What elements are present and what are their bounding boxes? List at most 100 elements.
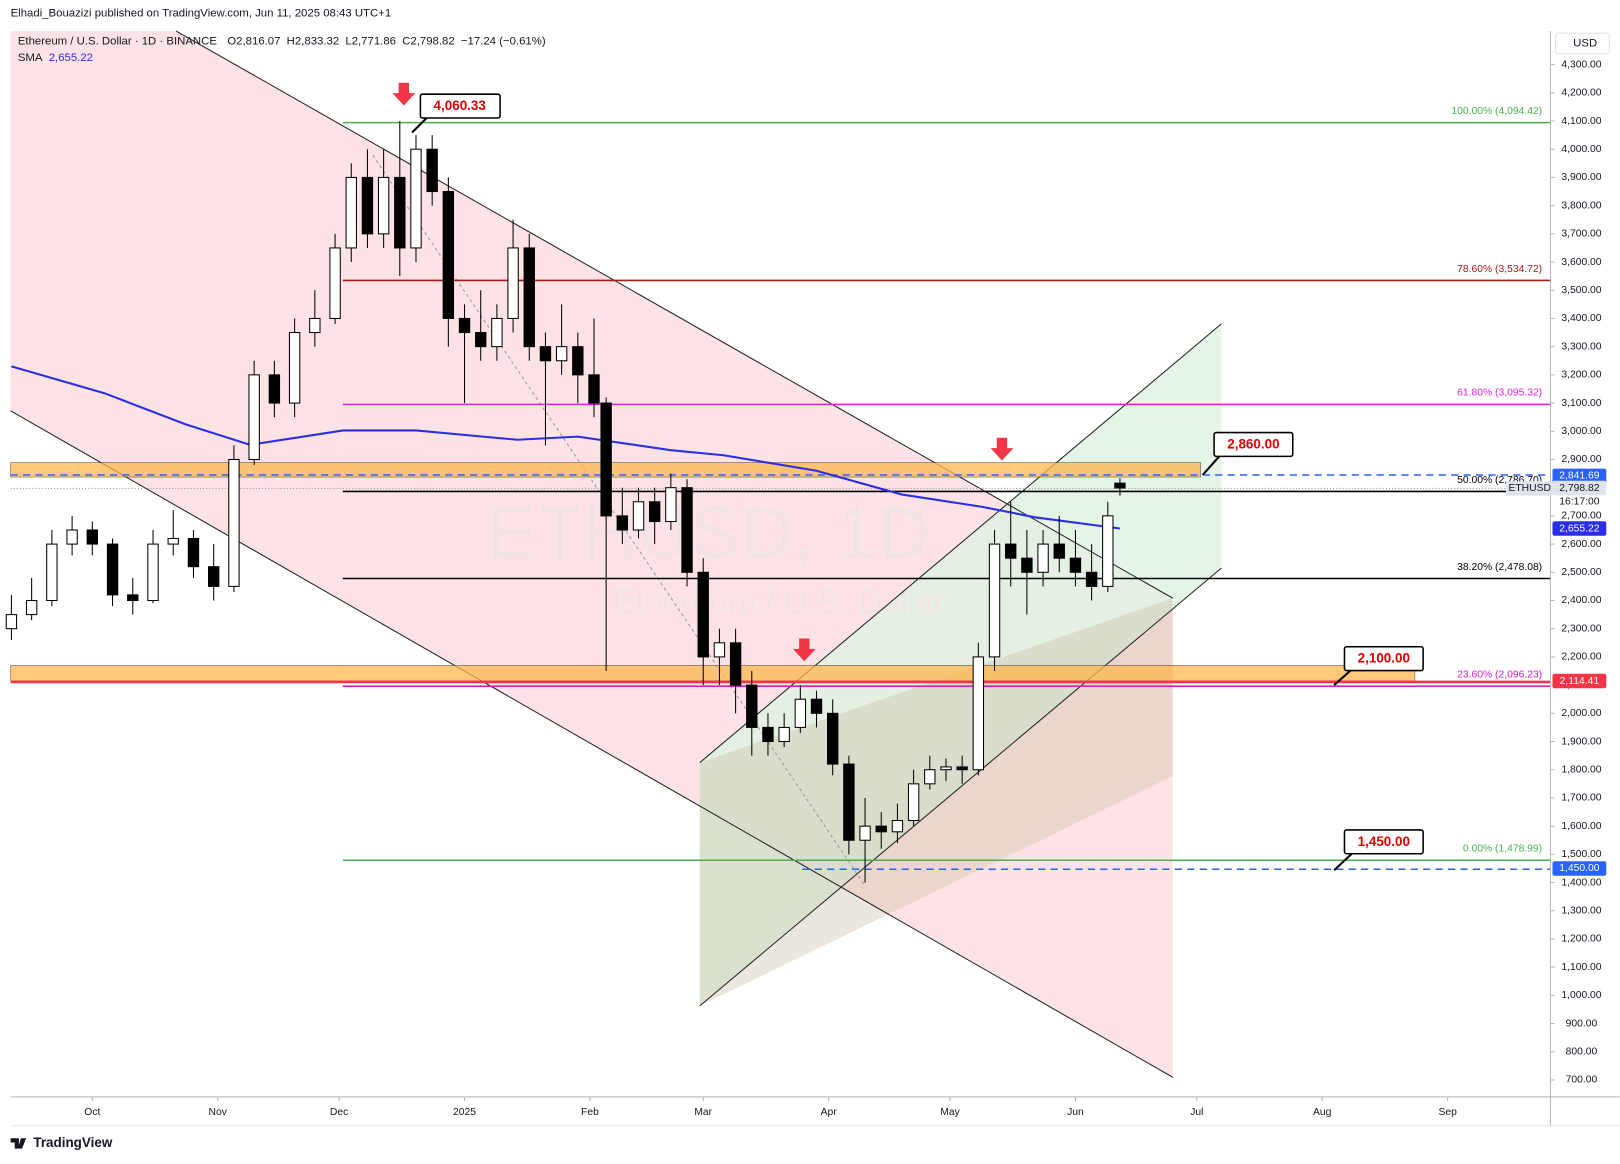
y-tick-label: 3,800.00 — [1561, 200, 1601, 211]
candle-body — [394, 176, 406, 249]
channel-line — [699, 567, 1222, 1007]
y-tick-label: 3,200.00 — [1561, 370, 1601, 381]
candle-body — [228, 458, 240, 587]
sma-name: SMA — [18, 52, 43, 64]
candle-body — [127, 594, 139, 602]
candle-body — [1005, 543, 1017, 559]
callout-label: 4,060.33 — [434, 98, 486, 113]
y-tick-label: 4,200.00 — [1561, 88, 1601, 99]
candle-body — [25, 599, 38, 616]
y-tick-label: 1,000.00 — [1561, 990, 1601, 1001]
candle-body — [268, 374, 281, 404]
y-tick-label: 3,700.00 — [1561, 229, 1601, 240]
price-badge-label: 2,798.82 — [1559, 483, 1599, 494]
candle-body — [539, 346, 552, 362]
ticker-tag: ETHUSD — [1508, 483, 1550, 494]
y-tick-label: 1,600.00 — [1561, 821, 1601, 832]
legend-change: −17.24 (−0.61%) — [461, 35, 546, 47]
candle-body — [426, 148, 438, 193]
candle-body — [208, 566, 220, 587]
callout-label: 1,450.00 — [1358, 834, 1410, 849]
candle-body — [187, 537, 200, 568]
price-badge-label: 2,841.69 — [1559, 471, 1599, 482]
fib-label: 50.00% (2,786.70) — [1457, 475, 1542, 486]
price-badge — [1552, 468, 1607, 484]
price-badge — [1552, 673, 1607, 689]
candle-body — [778, 726, 790, 743]
fib-label: 78.60% (3,534.72) — [1457, 264, 1542, 275]
candle-body — [1021, 557, 1033, 573]
price-badge — [1552, 861, 1607, 876]
y-tick-label: 1,800.00 — [1561, 764, 1601, 775]
candle-body — [907, 783, 920, 822]
sma-legend: SMA 2,655.22 — [18, 52, 93, 64]
price-badges: 2,841.692,798.82 2,655.22 2,114.41 1,450.00 — [1552, 468, 1607, 876]
x-tick-label: Dec — [330, 1107, 348, 1118]
y-tick-label: 2,700.00 — [1561, 511, 1601, 522]
candle-body — [345, 176, 357, 249]
drawings: ETHUSD, 1D Ethereum / U.S. Dollar — [10, 30, 1551, 1078]
y-tick-label: 900.00 — [1566, 1018, 1598, 1029]
symbol: Ethereum / U.S. Dollar · 1D · BINANCE — [18, 35, 218, 47]
channel-line — [175, 30, 1173, 599]
x-tick-label: Feb — [581, 1107, 599, 1118]
currency-button[interactable] — [1555, 32, 1610, 55]
y-tick-label: 1,200.00 — [1561, 934, 1601, 945]
callout-box — [1343, 829, 1424, 855]
y-tick-label: 2,500.00 — [1561, 567, 1601, 578]
candle-body — [794, 698, 807, 728]
x-tick-label: May — [940, 1107, 960, 1118]
candle-body — [588, 374, 600, 404]
y-tick-label: 800.00 — [1566, 1047, 1598, 1058]
support-zone — [10, 665, 1416, 682]
candle-body — [1114, 482, 1126, 489]
callout-box — [1213, 431, 1294, 458]
y-tick-label: 2,300.00 — [1561, 623, 1601, 634]
y-tick-label: 3,600.00 — [1561, 257, 1601, 268]
y-tick-label: 4,100.00 — [1561, 116, 1601, 127]
candle-body — [729, 642, 742, 686]
price-badge-label: 1,450.00 — [1559, 863, 1599, 874]
channel-line — [699, 323, 1222, 764]
candle-body — [843, 763, 855, 841]
overlap-zone — [699, 598, 1173, 1006]
watermark: ETHUSD, 1D — [488, 491, 931, 574]
candle-body — [1069, 557, 1082, 573]
candle-body — [147, 543, 159, 602]
candle-body — [859, 825, 871, 841]
x-tick-label: 2025 — [453, 1107, 476, 1118]
candle-body — [762, 726, 774, 743]
candle-body — [746, 684, 758, 728]
candle-body — [1037, 543, 1049, 573]
currency: USD — [1573, 37, 1597, 49]
candle-body — [248, 374, 260, 460]
candle-body — [713, 642, 726, 658]
x-tick-label: Apr — [821, 1107, 838, 1118]
fib-label: 100.00% (4,094.42) — [1451, 106, 1542, 117]
header: Elhadi_Bouazizi published on TradingView… — [11, 7, 392, 19]
frame: USD — [10, 31, 1620, 1127]
y-tick-label: 3,000.00 — [1561, 426, 1601, 437]
candle-body — [361, 176, 374, 235]
candle-body — [66, 529, 78, 545]
callout-box — [419, 93, 501, 119]
y-tick-label: 2,400.00 — [1561, 595, 1601, 606]
candle-body — [875, 825, 887, 833]
candle-body — [86, 529, 99, 545]
y-tick-label: 2,600.00 — [1561, 539, 1601, 550]
x-tick-label: Jul — [1190, 1107, 1203, 1118]
candle-body — [810, 698, 823, 714]
y-tick-label: 3,300.00 — [1561, 341, 1601, 352]
candle-body — [924, 769, 936, 785]
legend-key: H — [287, 35, 295, 47]
candle-body — [329, 247, 341, 319]
price-badge — [1552, 480, 1607, 496]
y-tick-label: 4,300.00 — [1561, 59, 1601, 70]
x-tick-label: Sep — [1438, 1107, 1457, 1118]
candle-body — [648, 501, 661, 523]
callout-label: 2,100.00 — [1358, 651, 1410, 666]
y-tick-label: 1,900.00 — [1561, 736, 1601, 747]
candle-body — [106, 543, 119, 596]
